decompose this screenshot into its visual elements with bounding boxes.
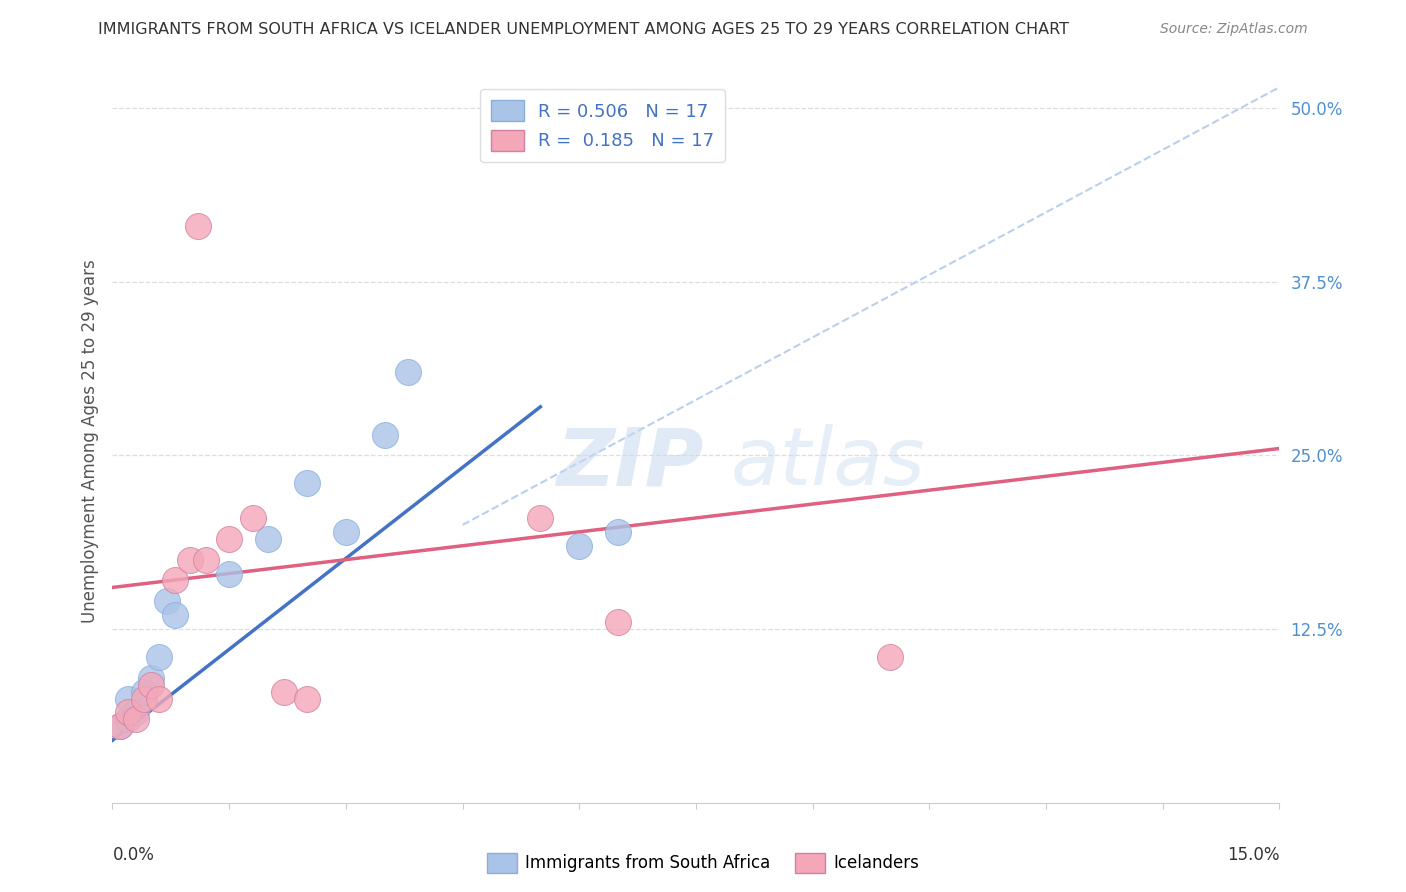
- Point: [141, 678, 163, 692]
- Point: [117, 713, 139, 727]
- Point: [529, 511, 551, 525]
- Text: IMMIGRANTS FROM SOUTH AFRICA VS ICELANDER UNEMPLOYMENT AMONG AGES 25 TO 29 YEARS: IMMIGRANTS FROM SOUTH AFRICA VS ICELANDE…: [98, 22, 1070, 37]
- Point: [879, 649, 901, 664]
- Point: [273, 684, 295, 698]
- Point: [125, 706, 148, 720]
- Point: [607, 524, 630, 539]
- Point: [257, 532, 280, 546]
- Point: [110, 719, 132, 733]
- Point: [163, 574, 186, 588]
- Point: [117, 691, 139, 706]
- Point: [607, 615, 630, 630]
- Point: [335, 524, 357, 539]
- Point: [148, 649, 170, 664]
- Point: [110, 719, 132, 733]
- Point: [218, 532, 240, 546]
- Text: ZIP: ZIP: [555, 425, 703, 502]
- Point: [374, 427, 396, 442]
- Point: [218, 566, 240, 581]
- Text: Source: ZipAtlas.com: Source: ZipAtlas.com: [1160, 22, 1308, 37]
- Point: [163, 608, 186, 623]
- Point: [132, 691, 155, 706]
- Legend: R = 0.506   N = 17, R =  0.185   N = 17: R = 0.506 N = 17, R = 0.185 N = 17: [481, 89, 725, 161]
- Point: [117, 706, 139, 720]
- Point: [156, 594, 179, 608]
- Point: [179, 552, 201, 566]
- Point: [295, 691, 318, 706]
- Y-axis label: Unemployment Among Ages 25 to 29 years: Unemployment Among Ages 25 to 29 years: [80, 260, 98, 624]
- Text: 15.0%: 15.0%: [1227, 847, 1279, 864]
- Point: [187, 219, 209, 234]
- Point: [568, 539, 591, 553]
- Point: [295, 476, 318, 491]
- Point: [125, 713, 148, 727]
- Point: [141, 671, 163, 685]
- Point: [242, 511, 264, 525]
- Legend: Immigrants from South Africa, Icelanders: Immigrants from South Africa, Icelanders: [479, 847, 927, 880]
- Point: [132, 684, 155, 698]
- Point: [194, 552, 217, 566]
- Point: [396, 365, 419, 379]
- Point: [148, 691, 170, 706]
- Text: atlas: atlas: [731, 425, 925, 502]
- Text: 0.0%: 0.0%: [112, 847, 155, 864]
